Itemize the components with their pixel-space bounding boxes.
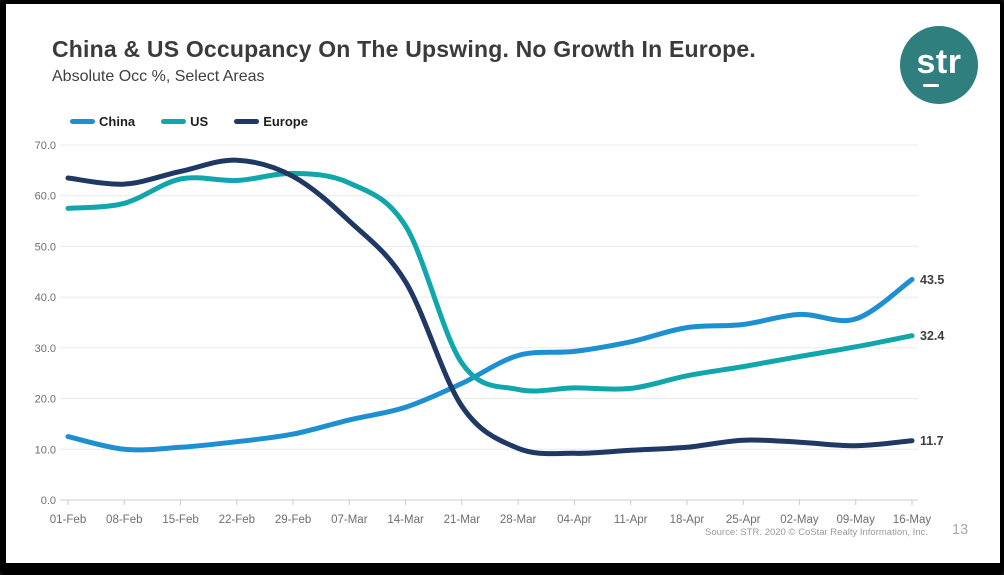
page-number: 13 bbox=[952, 522, 969, 538]
x-axis-label: 11-Apr bbox=[614, 514, 648, 526]
series-end-label-china: 43.5 bbox=[920, 273, 944, 287]
legend-label: Europe bbox=[263, 114, 308, 129]
x-axis-label: 14-Mar bbox=[387, 514, 424, 526]
page-title: China & US Occupancy On The Upswing. No … bbox=[52, 36, 757, 62]
legend-dash-icon bbox=[70, 119, 95, 124]
source-note: Source: STR. 2020 © CoStar Realty Inform… bbox=[705, 527, 928, 538]
x-axis-label: 18-Apr bbox=[670, 514, 705, 526]
x-axis-label: 15-Feb bbox=[162, 514, 198, 526]
slide: China & US Occupancy On The Upswing. No … bbox=[6, 4, 1000, 563]
x-axis-label: 16-May bbox=[893, 514, 932, 526]
legend-dash-icon bbox=[161, 119, 187, 124]
x-axis-label: 08-Feb bbox=[106, 514, 142, 526]
x-axis-label: 01-Feb bbox=[50, 514, 86, 526]
series-end-label-europe: 11.7 bbox=[920, 434, 944, 448]
x-axis-label: 21-Mar bbox=[444, 514, 481, 526]
x-axis-label: 09-May bbox=[837, 514, 876, 526]
str-logo-underline bbox=[923, 83, 939, 87]
page-subtitle: Absolute Occ %, Select Areas bbox=[52, 68, 265, 85]
y-axis-label: 40.0 bbox=[35, 292, 56, 304]
x-axis-label: 28-Mar bbox=[500, 514, 537, 526]
legend-label: US bbox=[190, 114, 209, 129]
y-axis-label: 60.0 bbox=[35, 191, 56, 203]
y-axis-label: 30.0 bbox=[35, 343, 56, 355]
y-axis-label: 20.0 bbox=[35, 394, 56, 406]
series-line-china bbox=[65, 276, 915, 453]
x-axis-label: 29-Feb bbox=[275, 514, 311, 526]
chart-legend: China US Europe bbox=[70, 114, 308, 129]
str-logo-text: str bbox=[916, 42, 962, 81]
str-logo: str bbox=[900, 26, 978, 104]
series-line-europe bbox=[65, 157, 915, 457]
y-axis-label: 0.0 bbox=[41, 495, 56, 507]
x-axis-label: 07-Mar bbox=[331, 514, 368, 526]
series-line-us bbox=[65, 170, 915, 394]
series-end-label-us: 32.4 bbox=[920, 329, 944, 343]
legend-item-europe: Europe bbox=[234, 114, 308, 129]
chart-svg: 0.0 10.0 20.0 30.0 40.0 50.0 60.0 70.0 01-Feb 08-… bbox=[35, 140, 945, 526]
y-axis-label: 50.0 bbox=[35, 241, 56, 253]
y-axis-label: 10.0 bbox=[35, 444, 56, 456]
legend-item-us: US bbox=[161, 114, 208, 129]
x-axis-label: 25-Apr bbox=[726, 514, 761, 526]
x-axis-label: 02-May bbox=[780, 514, 819, 526]
x-axis-label: 22-Feb bbox=[219, 514, 255, 526]
y-axis-label: 70.0 bbox=[35, 140, 56, 152]
x-axis-label: 04-Apr bbox=[557, 514, 592, 526]
legend-item-china: China bbox=[70, 114, 135, 129]
legend-dash-icon bbox=[234, 119, 260, 124]
legend-label: China bbox=[99, 114, 136, 129]
